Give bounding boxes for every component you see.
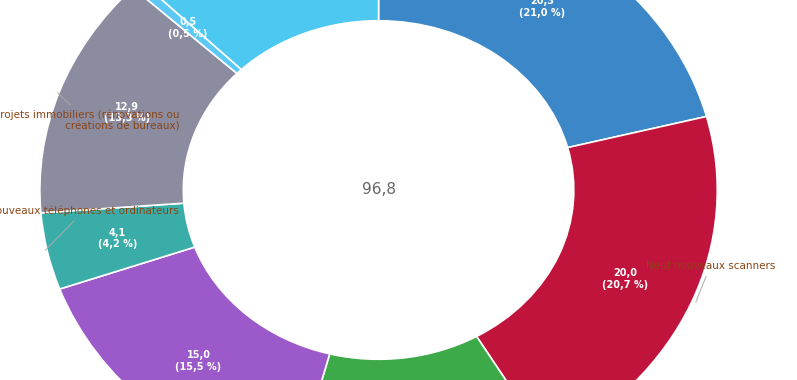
Text: Nouveaux téléphones et ordinateurs: Nouveaux téléphones et ordinateurs xyxy=(0,206,179,250)
Text: 96,8: 96,8 xyxy=(362,182,395,198)
Text: 20,3
(21,0 %): 20,3 (21,0 %) xyxy=(519,0,565,18)
Text: Equipements et matériels de contrôles: Equipements et matériels de contrôles xyxy=(0,379,1,380)
Wedge shape xyxy=(133,0,241,73)
Text: Deux nouveaux hélicoptères: Deux nouveaux hélicoptères xyxy=(0,379,1,380)
Text: 0,5
(0,5 %): 0,5 (0,5 %) xyxy=(168,17,208,39)
Text: Projets immobiliers (rénovations ou
créations de bureaux): Projets immobiliers (rénovations ou créa… xyxy=(0,93,179,132)
Wedge shape xyxy=(477,116,717,380)
Text: Moyens supplémentaires pour les laboratoires: Moyens supplémentaires pour les laborato… xyxy=(0,379,1,380)
Text: 12,9
(13,3 %): 12,9 (13,3 %) xyxy=(104,102,150,124)
Wedge shape xyxy=(40,0,237,213)
Text: 4,1
(4,2 %): 4,1 (4,2 %) xyxy=(98,228,137,249)
Wedge shape xyxy=(60,247,330,380)
Wedge shape xyxy=(140,0,379,70)
Wedge shape xyxy=(41,203,194,289)
Text: 20,0
(20,7 %): 20,0 (20,7 %) xyxy=(602,268,648,290)
Text: Modernisation des outils
informatiques et numériques: Modernisation des outils informatiques e… xyxy=(0,379,1,380)
Text: Neuf nouveaux scanners: Neuf nouveaux scanners xyxy=(646,261,775,302)
Wedge shape xyxy=(379,0,706,147)
Wedge shape xyxy=(294,336,548,380)
Text: 15,0
(15,5 %): 15,0 (15,5 %) xyxy=(175,350,222,372)
Text: Acquisition de deux vedettes garde-côtes: Acquisition de deux vedettes garde-côtes xyxy=(0,379,1,380)
